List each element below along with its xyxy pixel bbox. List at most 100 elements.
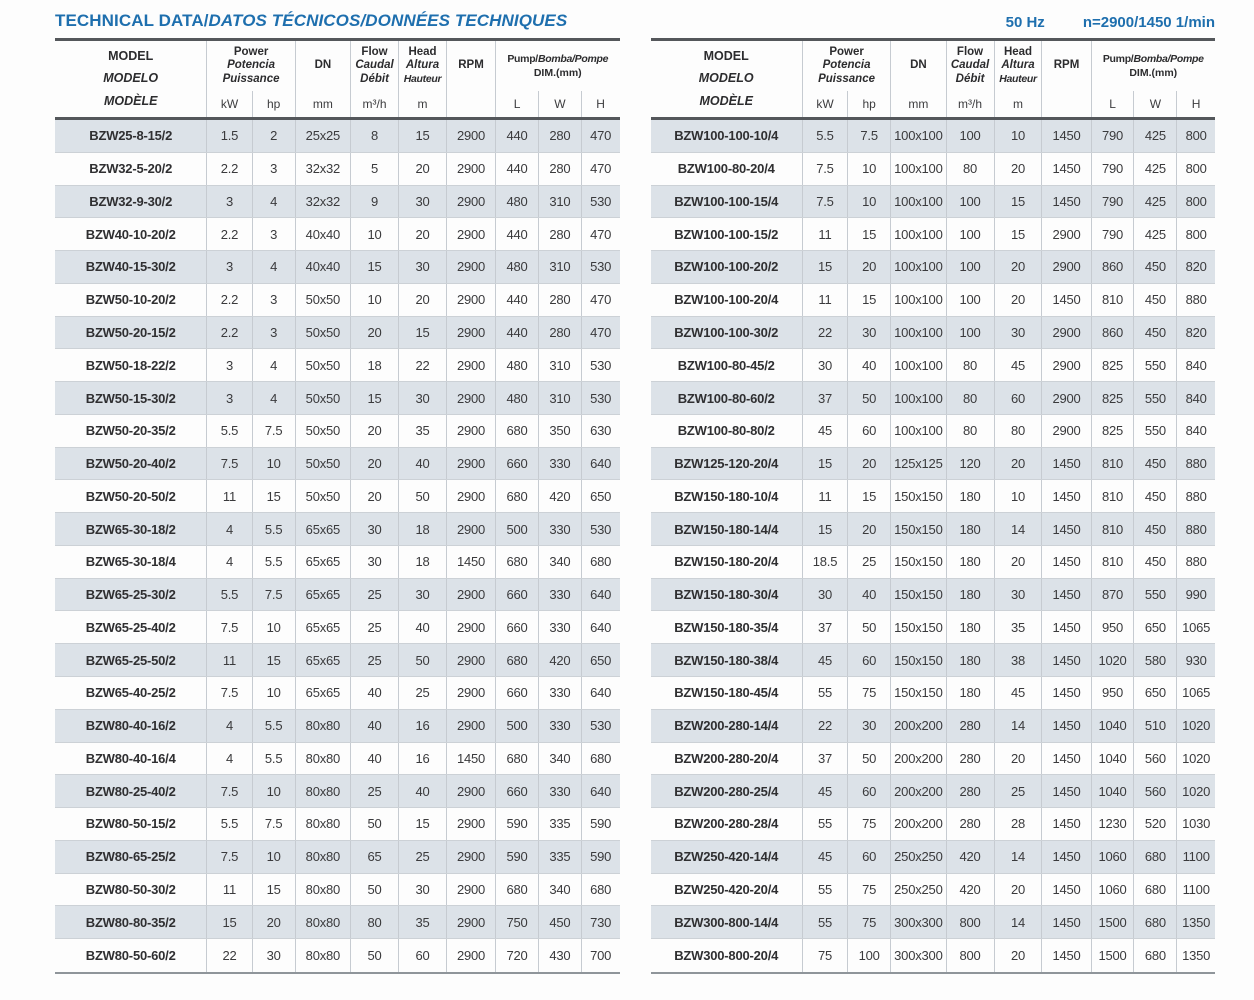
cell-dim-h: 800: [1185, 128, 1207, 144]
cell-flow: 30: [351, 513, 400, 545]
cell-hp: 40: [848, 578, 892, 611]
cell-dim-l: 440: [496, 316, 539, 349]
cell-head: 20: [995, 251, 1043, 283]
cell-dim-l: 825: [1092, 414, 1135, 447]
cell-dim-h: 1065: [1182, 619, 1211, 635]
cell-rpm: 1450: [1042, 644, 1092, 677]
cell-model: BZW100-100-15/2: [651, 218, 803, 251]
cell-dim-l: 680: [496, 742, 539, 775]
cell-kw: 3: [207, 251, 253, 283]
cell-kw: 45: [803, 414, 849, 447]
column-header-flow: Flow Caudal Débit: [947, 41, 995, 91]
cell-dim-l: 790: [1092, 185, 1135, 218]
table-row: BZW150-180-38/4 45 60 150x150 180 38 1450 1020 5…: [650, 644, 1215, 678]
cell-rpm: 2900: [447, 644, 497, 677]
cell-flow: 800: [947, 906, 995, 939]
cell-dim-h: 470: [590, 226, 612, 242]
cell-flow: 80: [351, 906, 400, 939]
cell-flow: 280: [947, 742, 995, 775]
cell-kw: 7.5: [207, 677, 253, 709]
cell-dim-h: 530: [590, 718, 612, 734]
cell-dn: 150x150: [891, 578, 947, 611]
cell-dn: 80x80: [296, 840, 352, 873]
cell-dim-h: 650: [590, 488, 612, 504]
cell-kw: 3: [207, 382, 253, 414]
cell-kw: 2.2: [207, 218, 253, 251]
cell-rpm: 2900: [447, 513, 497, 545]
cell-dim-h: 530: [590, 357, 612, 373]
cell-dn: 80x80: [296, 873, 352, 906]
cell-dim-h: 530: [590, 390, 612, 406]
unit-kw: kW: [803, 91, 849, 117]
cell-rpm: 1450: [1042, 480, 1092, 513]
cell-head: 15: [995, 218, 1043, 251]
cell-dim-l: 680: [496, 545, 539, 578]
cell-rpm: 2900: [447, 775, 497, 808]
cell-head: 15: [995, 185, 1043, 218]
cell-kw: 18.5: [803, 545, 849, 578]
cell-model: BZW80-50-15/2: [55, 808, 208, 840]
cell-rpm: 2900: [1042, 316, 1092, 349]
cell-dim-l: 660: [496, 677, 539, 709]
cell-dn: 150x150: [891, 677, 947, 709]
cell-hp: 60: [848, 414, 892, 447]
cell-dim-l: 810: [1092, 447, 1135, 480]
cell-kw: 37: [803, 382, 849, 414]
cell-dn: 250x250: [891, 840, 947, 873]
cell-dn: 200x200: [891, 808, 947, 840]
cell-dn: 65x65: [296, 578, 352, 611]
cell-head: 20: [995, 545, 1043, 578]
cell-rpm: 2900: [447, 218, 497, 251]
cell-hp: 15: [848, 480, 892, 513]
cell-rpm: 1450: [1042, 152, 1092, 185]
column-header-head: Head Altura Hauteur: [995, 41, 1043, 91]
cell-dim-w: 580: [1134, 644, 1178, 677]
cell-head: 28: [995, 808, 1043, 840]
cell-head: 40: [399, 611, 447, 644]
unit-hp: hp: [253, 91, 296, 117]
cell-kw: 3: [207, 349, 253, 382]
table-row: BZW250-420-20/4 55 75 250x250 420 20 1450 1060 6…: [650, 873, 1215, 907]
cell-flow: 80: [947, 414, 995, 447]
cell-dn: 150x150: [891, 644, 947, 677]
cell-head: 18: [399, 545, 447, 578]
cell-head: 15: [399, 808, 447, 840]
cell-model: BZW80-65-25/2: [55, 840, 208, 873]
cell-rpm: 1450: [1042, 906, 1092, 939]
cell-flow: 15: [351, 382, 400, 414]
cell-dn: 300x300: [891, 939, 947, 972]
cell-head: 20: [399, 152, 447, 185]
cell-dim-h: 700: [590, 948, 612, 964]
cell-dim-w: 680: [1134, 906, 1178, 939]
cell-flow: 80: [947, 382, 995, 414]
speed-value: n=2900/1450 1/min: [1082, 14, 1215, 31]
table-row: BZW200-280-20/4 37 50 200x200 280 20 1450 1040 5…: [650, 742, 1215, 776]
cell-dn: 50x50: [296, 283, 352, 316]
table-row: BZW100-100-15/2 11 15 100x100 100 15 2900 790 42…: [650, 218, 1215, 252]
page-title-italic: DATOS TÉCNICOS/DONNÉES TECHNIQUES: [208, 11, 568, 30]
unit-mm: mm: [891, 91, 947, 117]
cell-dim-l: 1020: [1092, 644, 1135, 677]
table-row: BZW80-50-15/2 5.5 7.5 80x80 50 15 2900 590 335 59…: [55, 808, 620, 841]
cell-dim-w: 450: [1134, 283, 1178, 316]
cell-dim-w: 310: [539, 349, 582, 382]
cell-dim-l: 1060: [1092, 840, 1135, 873]
cell-head: 14: [995, 513, 1043, 545]
cell-kw: 55: [803, 677, 849, 709]
cell-kw: 3: [207, 185, 253, 218]
cell-kw: 45: [803, 644, 849, 677]
cell-model: BZW150-180-35/4: [651, 611, 803, 644]
cell-kw: 11: [803, 218, 849, 251]
cell-hp: 4: [253, 382, 296, 414]
page-title: TECHNICAL DATA/DATOS TÉCNICOS/DONNÉES TE…: [55, 11, 567, 31]
cell-kw: 55: [803, 906, 849, 939]
cell-rpm: 1450: [1042, 873, 1092, 906]
table-row: BZW80-40-16/2 4 5.5 80x80 40 16 2900 500 330 530: [55, 709, 620, 743]
cell-dim-l: 1040: [1092, 709, 1135, 742]
cell-head: 30: [399, 578, 447, 611]
cell-rpm: 2900: [447, 709, 497, 742]
cell-dn: 65x65: [296, 545, 352, 578]
cell-dim-w: 280: [539, 316, 582, 349]
column-header-dim: Pump/Bomba/Pompe DIM.(mm): [507, 53, 609, 79]
unit-dim-h: H: [596, 97, 605, 111]
